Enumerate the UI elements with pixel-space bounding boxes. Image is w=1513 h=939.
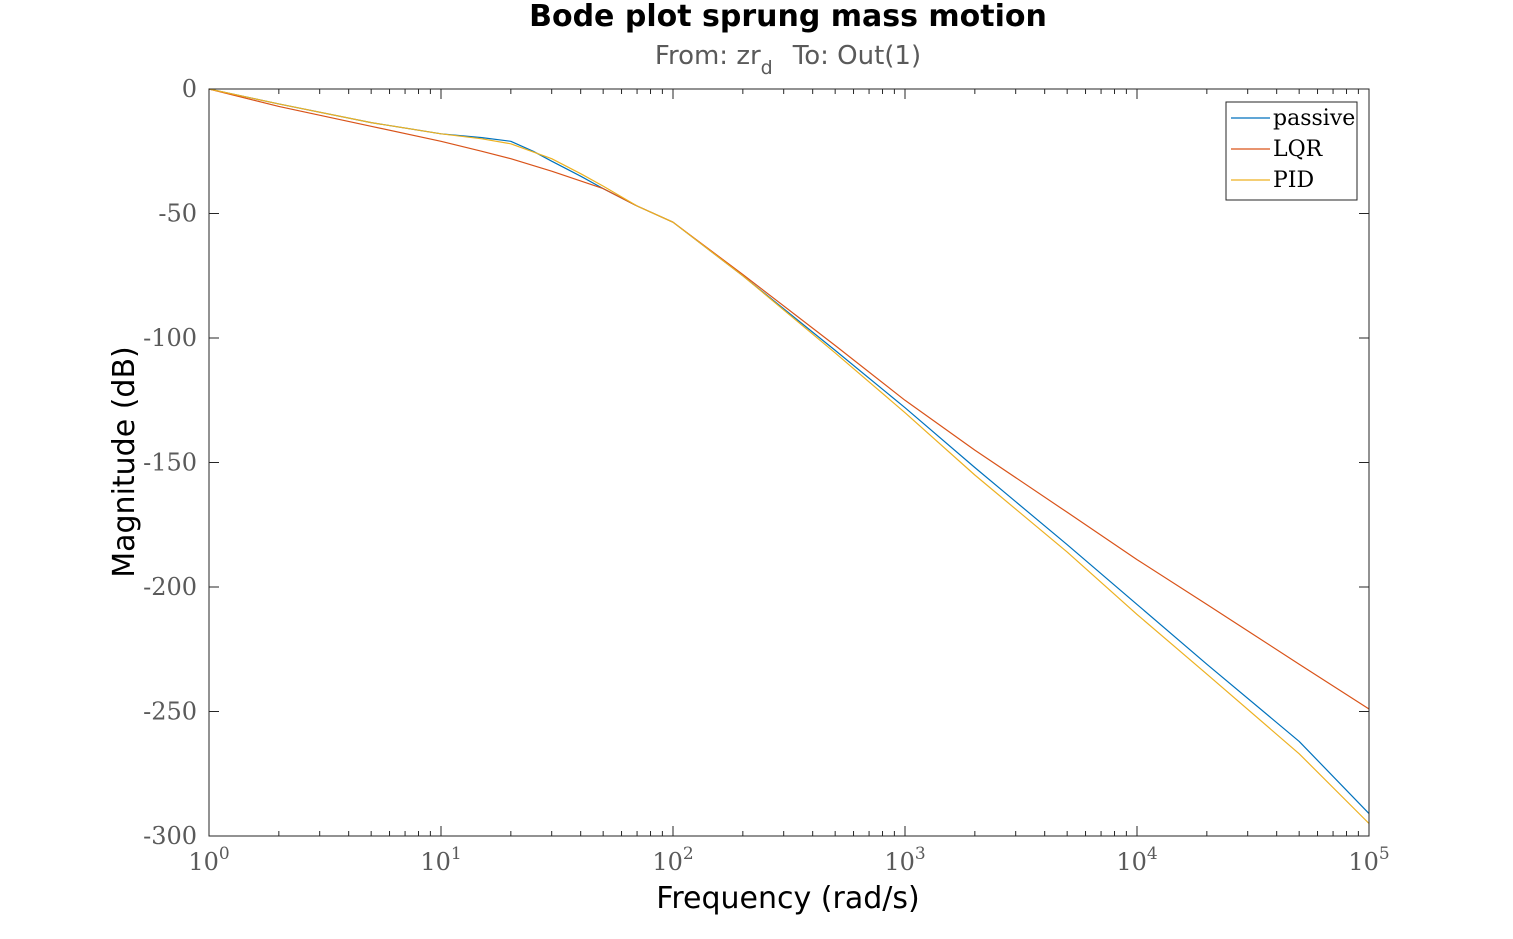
y-axis-label: Magnitude (dB) — [107, 346, 142, 578]
legend-entries: passive LQR PID — [1231, 106, 1355, 193]
y-tick-label: 0 — [182, 75, 197, 103]
x-tick-label: 102 — [652, 844, 693, 876]
subtitle-to-label: To: Out(1) — [792, 41, 921, 71]
x-tick-labels: 100 101 102 103 104 105 — [188, 844, 1389, 876]
axes-box — [208, 88, 1370, 837]
subtitle-from-subscript: d — [761, 57, 773, 79]
y-tick-label: -250 — [143, 698, 197, 726]
x-tick-label: 101 — [420, 844, 461, 876]
plot-area — [208, 88, 1370, 837]
x-tick-label: 100 — [188, 844, 229, 876]
axes-background — [209, 89, 1369, 836]
legend: passive LQR PID — [1225, 101, 1358, 201]
chart-subtitle: From: zrd To: Out(1) — [655, 41, 921, 79]
y-tick-labels: 0 -50 -100 -150 -200 -250 -300 — [143, 75, 197, 850]
y-tick-label: -300 — [143, 822, 197, 850]
x-tick-label: 103 — [884, 844, 925, 876]
x-tick-label: 105 — [1348, 844, 1389, 876]
y-tick-label: -150 — [143, 449, 197, 477]
legend-label-lqr: LQR — [1273, 137, 1324, 162]
series-lines — [208, 88, 1370, 824]
y-tick-label: -200 — [143, 573, 197, 601]
subtitle-from-label: From: zr — [655, 41, 761, 71]
x-tick-label: 104 — [1116, 844, 1157, 876]
y-tick-label: -100 — [143, 324, 197, 352]
series-line-pid — [208, 88, 1370, 824]
chart-title: Bode plot sprung mass motion — [529, 0, 1047, 34]
x-axis-label: Frequency (rad/s) — [656, 881, 919, 916]
y-tick-label: -50 — [158, 200, 197, 228]
legend-label-pid: PID — [1273, 168, 1314, 193]
legend-label-passive: passive — [1273, 106, 1355, 131]
minor-ticks — [278, 89, 1359, 836]
